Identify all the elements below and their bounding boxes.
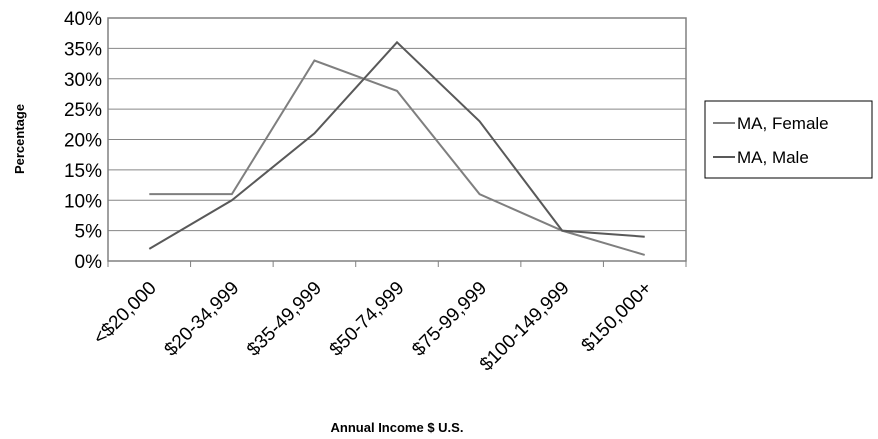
x-tick-label: $35-49,999 <box>243 278 326 361</box>
y-tick-label: 10% <box>64 191 102 212</box>
y-tick-label: 25% <box>64 100 102 121</box>
x-tick-labels: <$20,000 $20-34,999 $35-49,999 $50-74,999 $7… <box>90 278 657 376</box>
y-tick-label: 0% <box>75 252 103 273</box>
series-lines <box>148 40 645 256</box>
x-tick-label: $50-74,999 <box>326 278 409 361</box>
y-tick-label: 30% <box>64 70 102 91</box>
plot-area <box>107 17 687 262</box>
x-axis-title: Annual Income $ U.S. <box>331 420 464 435</box>
x-tick-label: $75-99,999 <box>408 278 491 361</box>
series-line <box>149 59 645 256</box>
y-tick-label: 20% <box>64 131 102 152</box>
legend-box <box>704 100 873 179</box>
y-tick-label: 15% <box>64 161 102 182</box>
y-tick-label: 5% <box>75 222 103 243</box>
x-tick-label: $150,000+ <box>578 278 657 357</box>
y-tick-labels: 0% 5% 10% 15% 20% 25% 30% 35% 40% <box>64 9 102 273</box>
gridlines <box>108 17 686 262</box>
legend-label: MA, Female <box>737 114 829 133</box>
legend: MA, Female MA, Male <box>704 100 873 179</box>
x-tick-label: <$20,000 <box>90 278 161 349</box>
y-tick-label: 35% <box>64 39 102 60</box>
y-axis-title: Percentage <box>12 104 27 174</box>
x-tick-label: $20-34,999 <box>161 278 244 361</box>
x-axis-ticks <box>107 261 687 267</box>
series-line <box>148 40 645 250</box>
legend-label: MA, Male <box>737 148 809 167</box>
y-tick-label: 40% <box>64 9 102 30</box>
